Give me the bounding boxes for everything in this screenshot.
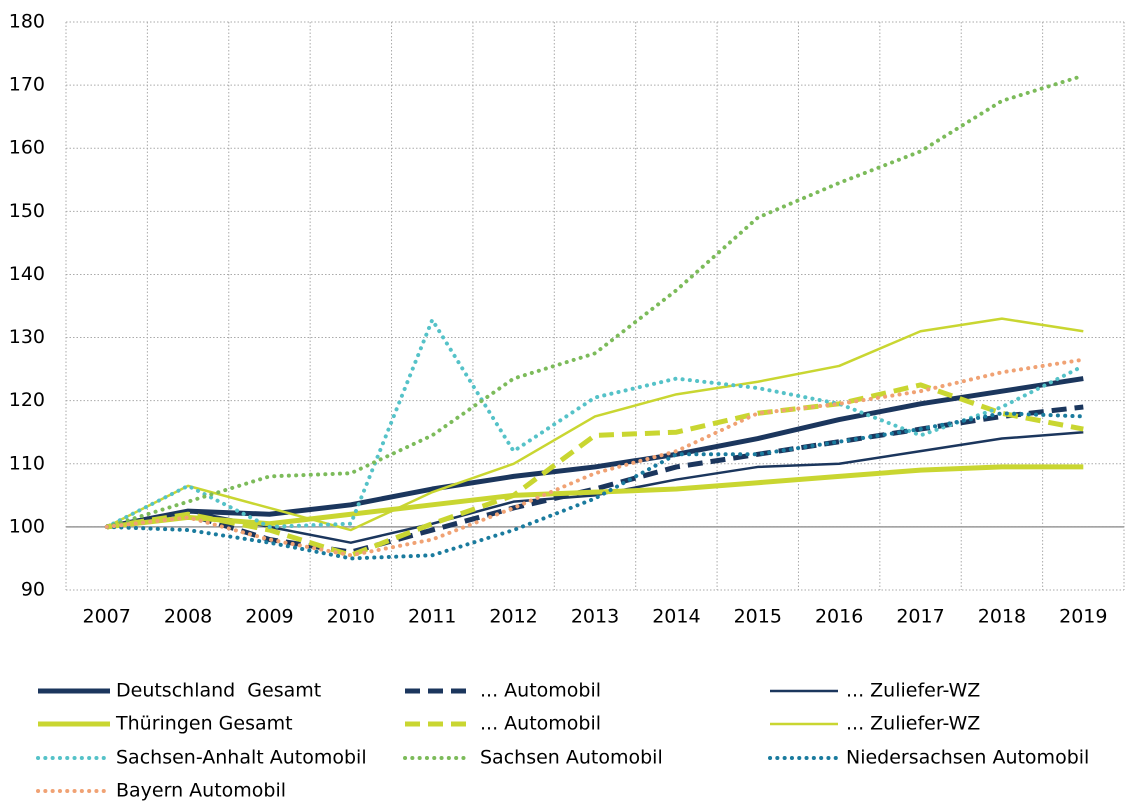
y-tick-label: 120	[9, 389, 45, 411]
x-tick-label: 2016	[815, 606, 863, 628]
series-line	[104, 317, 1086, 529]
legend-label: ... Zuliefer-WZ	[846, 713, 980, 735]
y-tick-label: 180	[9, 11, 45, 33]
legend-label: Sachsen-Anhalt Automobil	[116, 747, 367, 769]
y-tick-label: 90	[21, 579, 45, 601]
y-tick-label: 140	[9, 263, 45, 285]
legend-label: Thüringen Gesamt	[115, 713, 293, 735]
series-line	[104, 411, 1086, 561]
series-line	[106, 317, 1084, 532]
legend-label: ... Automobil	[480, 713, 601, 735]
x-tick-label: 2018	[978, 606, 1026, 628]
series-line	[104, 73, 1086, 529]
x-tick-label: 2015	[734, 606, 782, 628]
y-tick-label: 170	[9, 74, 45, 96]
y-tick-label: 130	[9, 326, 45, 348]
series-line	[106, 376, 1084, 530]
legend-label: Niedersachsen Automobil	[846, 747, 1089, 769]
legend-label: ... Zuliefer-WZ	[846, 680, 980, 702]
x-tick-label: 2008	[164, 606, 212, 628]
legend-label: Bayern Automobil	[116, 780, 286, 802]
x-tick-label: 2014	[652, 606, 700, 628]
x-tick-label: 2009	[245, 606, 293, 628]
y-tick-label: 160	[9, 137, 45, 159]
x-tick-label: 2007	[83, 606, 131, 628]
legend-label: Deutschland Gesamt	[116, 680, 321, 702]
series-line	[106, 382, 1084, 558]
x-tick-label: 2019	[1059, 606, 1107, 628]
x-tick-label: 2017	[896, 606, 944, 628]
y-tick-label: 100	[9, 515, 45, 537]
series-line	[106, 464, 1084, 530]
legend-label: ... Automobil	[480, 680, 601, 702]
y-tick-label: 150	[9, 200, 45, 222]
x-tick-label: 2013	[571, 606, 619, 628]
x-tick-label: 2011	[408, 606, 456, 628]
x-tick-label: 2012	[489, 606, 537, 628]
legend-label: Sachsen Automobil	[480, 747, 663, 769]
x-tick-label: 2010	[327, 606, 375, 628]
y-tick-label: 110	[9, 452, 45, 474]
series-line	[104, 357, 1086, 558]
